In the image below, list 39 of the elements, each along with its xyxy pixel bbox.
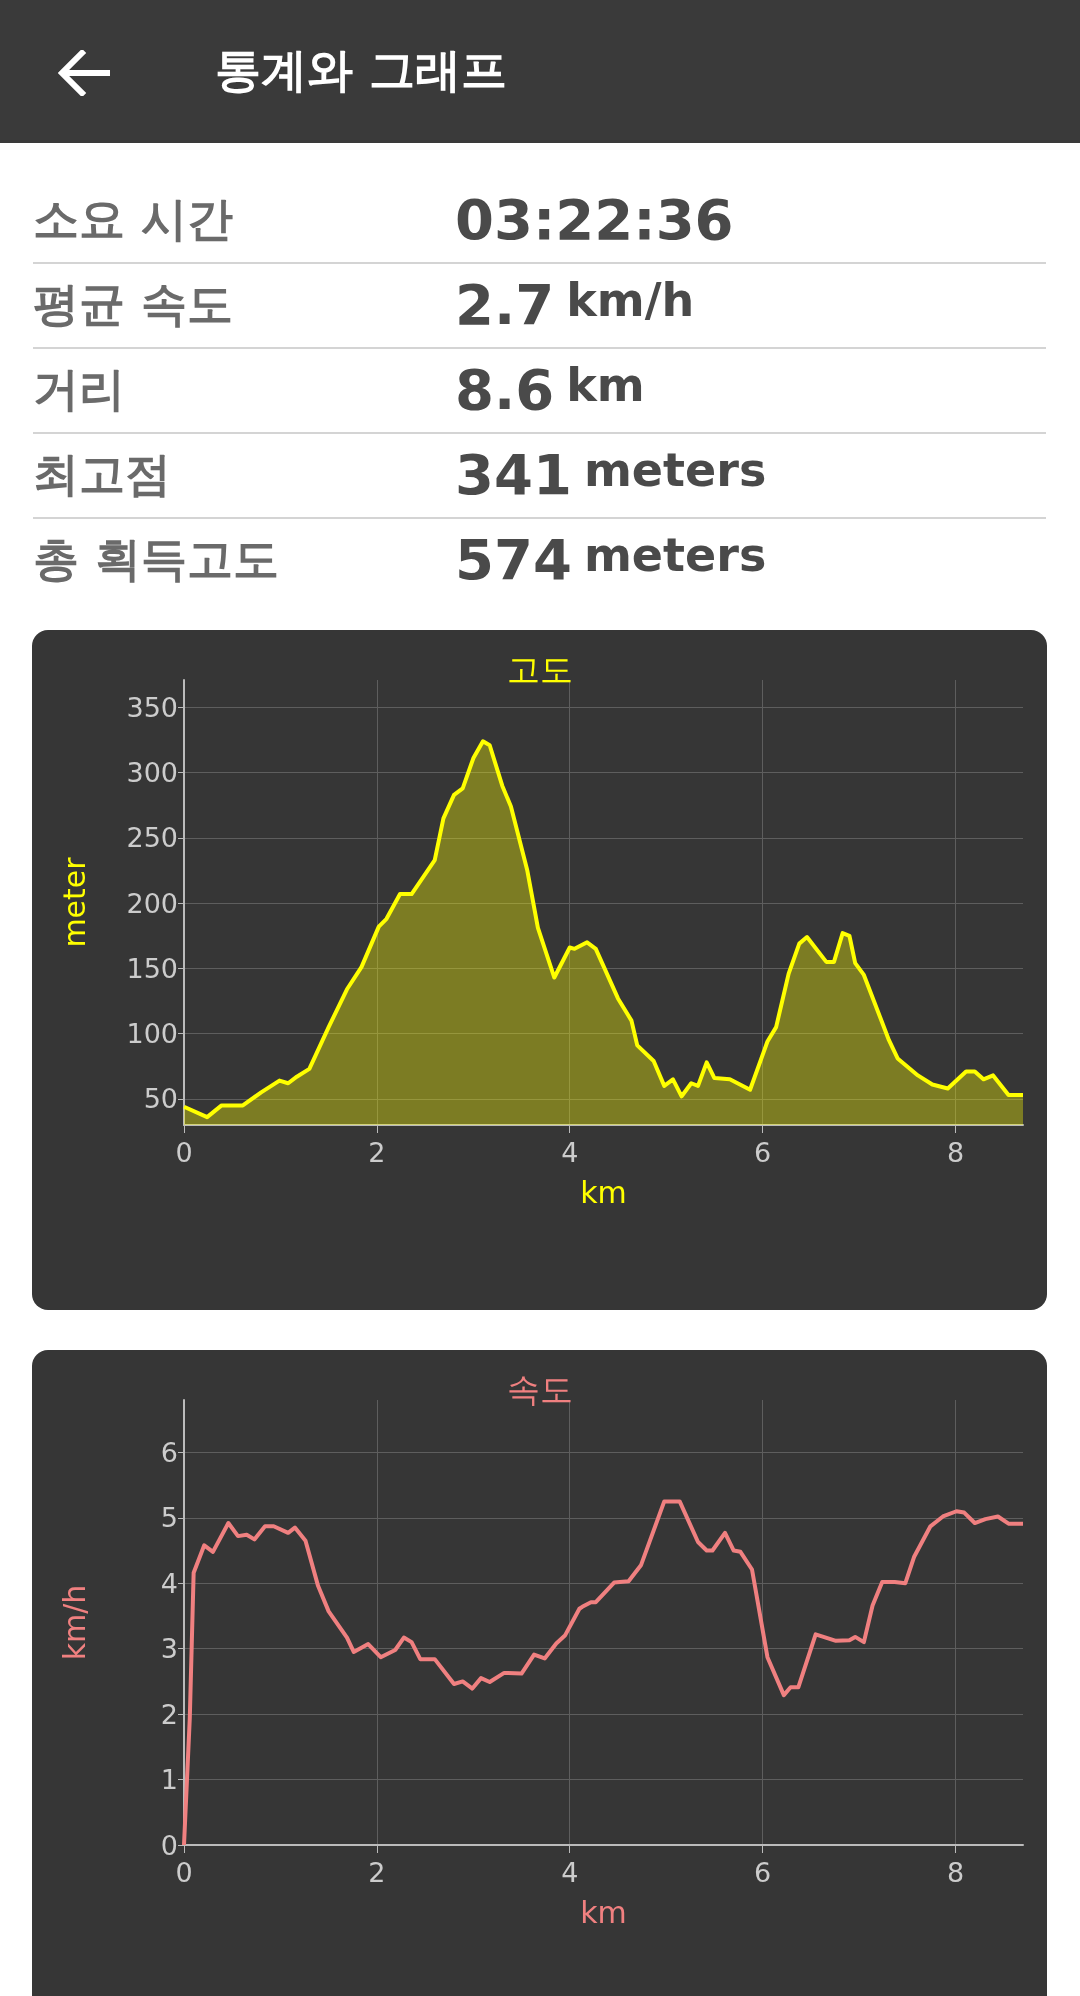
y-tick-label: 300	[126, 757, 178, 789]
text: 최고점	[33, 446, 171, 503]
chart-title: 고도	[506, 650, 573, 689]
y-tick-label: 1	[160, 1764, 178, 1796]
text: 2.7 km/h	[455, 272, 695, 337]
y-tick-label: 100	[126, 1018, 178, 1050]
x-tick-label: 4	[561, 1137, 579, 1168]
y-axis-title: km/h	[56, 1584, 92, 1661]
y-tick-label: 250	[126, 822, 178, 854]
y-tick-label: 2	[160, 1698, 178, 1730]
y-tick-label: 3	[160, 1633, 178, 1665]
text: 574 meters	[455, 527, 767, 592]
text: 거리	[33, 361, 125, 418]
text: 평균 속도	[33, 276, 234, 333]
y-tick-label: 4	[160, 1567, 178, 1599]
x-axis-title: km	[580, 1894, 627, 1930]
x-tick-label: 6	[754, 1857, 772, 1888]
text: 8.6 km	[455, 357, 645, 422]
x-tick-label: 4	[561, 1857, 579, 1888]
text: 341 meters	[455, 442, 767, 507]
y-axis-title: meter	[56, 856, 92, 948]
chart-title: 속도	[506, 1370, 573, 1409]
text: 소요 시간	[33, 191, 234, 248]
x-axis-title: km	[580, 1174, 627, 1210]
x-tick-label: 2	[368, 1137, 386, 1168]
x-tick-label: 8	[946, 1137, 965, 1168]
y-tick-label: 50	[143, 1083, 178, 1115]
text: 총 획득고도	[33, 531, 280, 588]
y-tick-label: 150	[126, 952, 178, 984]
x-tick-label: 2	[368, 1857, 386, 1888]
y-tick-label: 5	[160, 1502, 178, 1534]
x-tick-label: 6	[754, 1137, 772, 1168]
x-tick-label: 8	[946, 1857, 965, 1888]
y-tick-label: 0	[160, 1829, 178, 1861]
text: 03:22:36	[455, 187, 734, 252]
text: 통계와 그래프	[215, 42, 508, 99]
y-tick-label: 6	[160, 1436, 178, 1468]
y-tick-label: 200	[126, 887, 178, 919]
y-tick-label: 350	[126, 691, 178, 723]
